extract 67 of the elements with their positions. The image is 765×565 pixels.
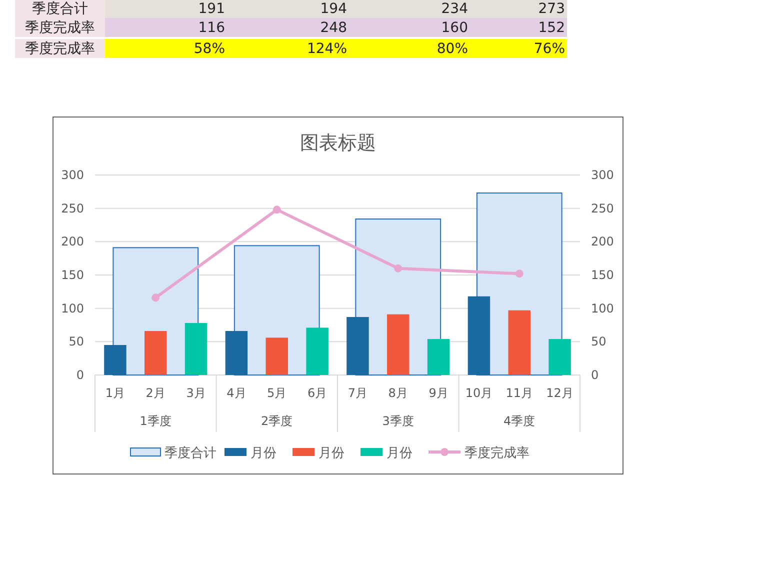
text: 194 [320, 1, 348, 17]
bar [508, 310, 530, 375]
bar [144, 331, 167, 375]
text: 152 [538, 20, 565, 36]
legend-label: 月份 [386, 446, 412, 461]
text: 234 [441, 1, 468, 17]
bar [346, 317, 369, 375]
x-tick-label: 4月 [226, 386, 246, 400]
x-tick-label: 12月 [546, 386, 574, 400]
x-tick-label: 6月 [307, 386, 328, 400]
text: 76% [534, 41, 565, 57]
text: 191 [198, 1, 225, 17]
y2-tick-label: 50 [591, 334, 606, 349]
y2-tick-label: 250 [591, 201, 614, 216]
x-tick-label: 9月 [428, 386, 448, 400]
y-tick-label: 200 [61, 234, 84, 249]
y-tick-label: 50 [68, 334, 84, 349]
bar [104, 345, 126, 375]
bar [225, 331, 248, 375]
point [394, 264, 402, 272]
text: 116 [198, 20, 226, 36]
x-tick-label: 11月 [506, 386, 534, 400]
bar [387, 314, 410, 375]
legend-label: 月份 [250, 446, 276, 461]
bar [266, 338, 288, 375]
y-tick-label: 0 [76, 368, 84, 382]
chart-title: 图表标题 [300, 132, 376, 154]
x-tick-label: 8月 [388, 386, 408, 400]
x-tick-label: 7月 [348, 386, 368, 400]
bar [306, 328, 328, 375]
text: 273 [538, 1, 565, 17]
y-tick-label: 150 [61, 268, 84, 282]
y-tick-label: 300 [61, 168, 84, 182]
text: 58% [194, 41, 225, 57]
x-tick-label: 3月 [186, 386, 206, 400]
bar [548, 339, 571, 375]
point [152, 294, 160, 302]
bar [427, 339, 450, 375]
point [515, 270, 524, 278]
x-tick-label: 1月 [105, 386, 126, 400]
text: 160 [441, 20, 468, 36]
y2-tick-label: 150 [591, 268, 614, 282]
text: 季度完成率 [25, 20, 95, 36]
y2-tick-label: 0 [591, 368, 599, 382]
x-tick-label: 5月 [267, 386, 287, 400]
x-tick-label: 10月 [465, 386, 493, 400]
bar [468, 296, 490, 375]
text: 124% [306, 41, 347, 57]
y2-tick-label: 300 [591, 168, 614, 182]
y-tick-label: 100 [61, 301, 84, 316]
y2-tick-label: 100 [591, 301, 614, 316]
text: 80% [436, 41, 468, 57]
y-tick-label: 250 [61, 201, 84, 216]
legend-label: 季度合计 [164, 445, 216, 461]
text: 1季度 [140, 414, 172, 428]
y2-tick-label: 200 [591, 234, 614, 249]
point [272, 206, 281, 214]
x-tick-label: 2月 [146, 386, 166, 400]
legend-label: 季度完成率 [464, 445, 530, 461]
text: 季度合计 [32, 1, 88, 17]
text: 2季度 [261, 414, 293, 428]
text: 季度完成率 [25, 41, 95, 57]
text: 248 [320, 20, 347, 36]
legend-label: 月份 [318, 446, 344, 461]
text: 4季度 [504, 414, 536, 428]
text: 3季度 [382, 414, 414, 428]
bar [184, 323, 208, 375]
